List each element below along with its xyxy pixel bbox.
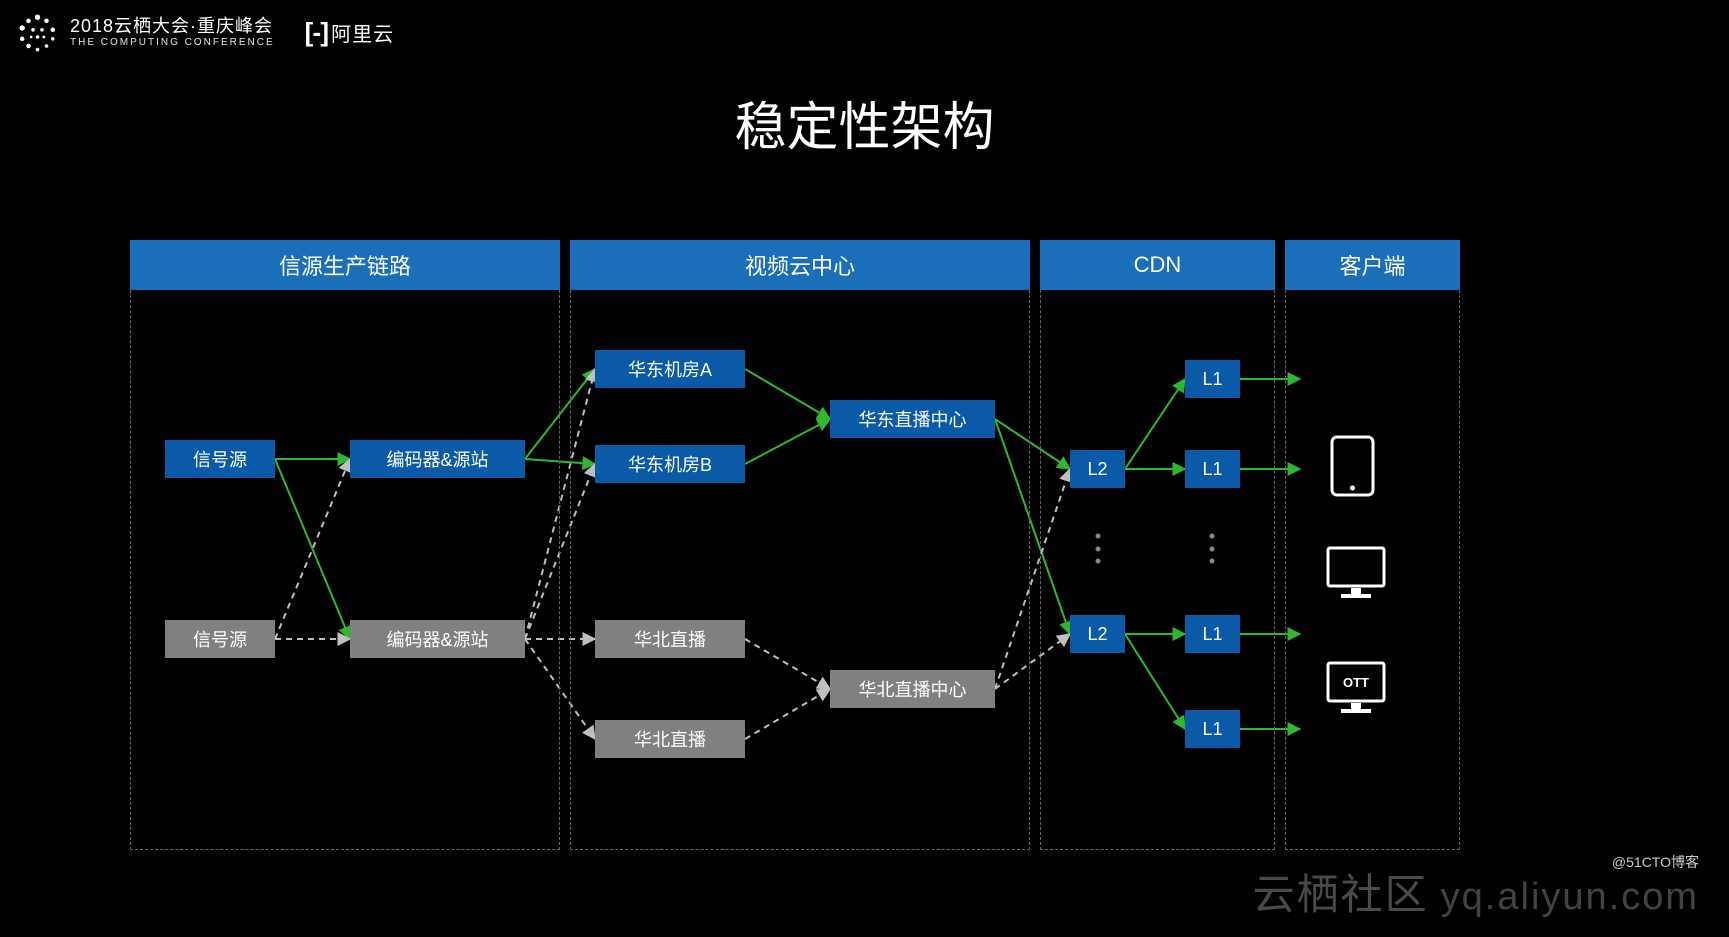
node-l1c: L1 (1185, 615, 1240, 653)
node-hdB: 华东机房B (595, 445, 745, 483)
svg-text:OTT: OTT (1343, 675, 1369, 690)
column-header-c2: CDN (1040, 240, 1275, 290)
conference-logo: 2018云栖大会·重庆峰会 THE COMPUTING CONFERENCE (15, 10, 275, 55)
ellipsis-0: ••• (1092, 530, 1104, 568)
node-src2: 信号源 (165, 620, 275, 658)
node-l2a: L2 (1070, 450, 1125, 488)
conference-name-cn: 2018云栖大会·重庆峰会 (70, 16, 275, 38)
node-enc2: 编码器&源站 (350, 620, 525, 658)
node-l1a: L1 (1185, 360, 1240, 398)
node-l1b: L1 (1185, 450, 1240, 488)
column-header-c3: 客户端 (1285, 240, 1460, 290)
conference-name-en: THE COMPUTING CONFERENCE (70, 37, 275, 49)
header: 2018云栖大会·重庆峰会 THE COMPUTING CONFERENCE [… (15, 10, 394, 55)
node-hbCtr: 华北直播中心 (830, 670, 995, 708)
watermark-url: yq.aliyun.com (1441, 876, 1699, 919)
node-enc1: 编码器&源站 (350, 440, 525, 478)
watermark-cn: 云栖社区 (1253, 861, 1429, 922)
node-hbL1: 华北直播 (595, 620, 745, 658)
node-hdA: 华东机房A (595, 350, 745, 388)
conference-dots-icon (15, 10, 60, 55)
aliyun-bracket-icon: [ - ] (305, 17, 325, 48)
device-icon-tablet (1330, 435, 1375, 502)
node-hdCtr: 华东直播中心 (830, 400, 995, 438)
ellipsis-1: ••• (1206, 530, 1218, 568)
column-border-c0 (130, 240, 560, 850)
node-l1d: L1 (1185, 710, 1240, 748)
architecture-diagram: 信源生产链路视频云中心CDN客户端信号源信号源编码器&源站编码器&源站华东机房A… (130, 240, 1590, 850)
node-src1: 信号源 (165, 440, 275, 478)
node-l2b: L2 (1070, 615, 1125, 653)
node-hbL2: 华北直播 (595, 720, 745, 758)
device-icon-ott: OTT (1325, 660, 1387, 720)
column-header-c1: 视频云中心 (570, 240, 1030, 290)
column-border-c1 (570, 240, 1030, 850)
column-border-c2 (1040, 240, 1275, 850)
device-icon-monitor (1325, 545, 1387, 605)
page-title: 稳定性架构 (0, 85, 1729, 160)
column-header-c0: 信源生产链路 (130, 240, 560, 290)
aliyun-text: 阿里云 (331, 18, 394, 47)
watermark: 云栖社区 yq.aliyun.com (1253, 861, 1699, 922)
aliyun-logo: [ - ] 阿里云 (305, 17, 394, 48)
